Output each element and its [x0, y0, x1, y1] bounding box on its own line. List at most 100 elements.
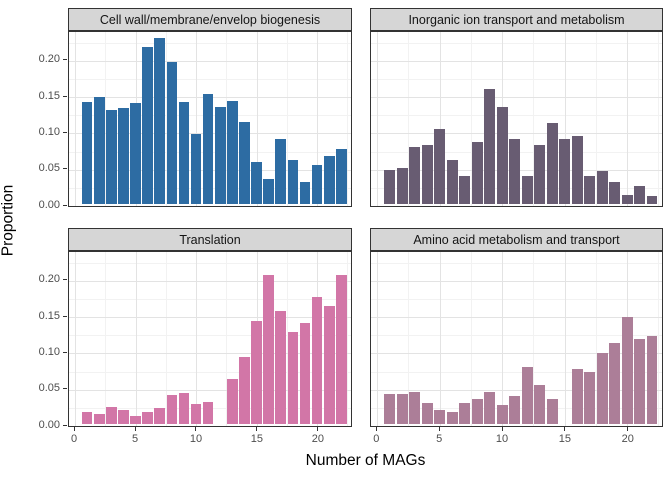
minor-gridline-x [347, 252, 349, 426]
minor-gridline-x [658, 252, 660, 426]
facet-panel-inorganic-ion [370, 31, 663, 207]
minor-gridline-x [533, 32, 535, 206]
bar-x5 [130, 416, 141, 424]
bar-x12 [214, 107, 226, 204]
bar-x3 [409, 392, 421, 424]
minor-gridline-y [69, 78, 351, 80]
x-axis-title: Number of MAGs [305, 452, 426, 469]
major-gridline-x [135, 252, 137, 426]
major-gridline-x [439, 32, 441, 206]
major-gridline-y [69, 353, 351, 355]
bar-x5 [130, 103, 141, 204]
x-tick-label: 15 [558, 433, 572, 445]
minor-gridline-x [165, 32, 167, 206]
bar-x13 [227, 379, 238, 424]
x-tick-label: 5 [131, 433, 139, 445]
bar-x8 [471, 142, 483, 204]
bar-x3 [106, 110, 117, 204]
y-tick-mark [63, 204, 67, 206]
bar-x2 [93, 413, 105, 424]
bar-x9 [484, 392, 496, 424]
x-tick-mark [375, 427, 377, 431]
bar-x20 [311, 164, 323, 204]
major-gridline-x [377, 252, 379, 426]
major-gridline-y [371, 97, 662, 99]
bar-x1 [384, 393, 396, 424]
minor-gridline-y [371, 115, 662, 117]
major-gridline-y [371, 206, 662, 207]
major-gridline-x [196, 32, 198, 206]
minor-gridline-x [470, 252, 472, 426]
bar-x14 [546, 399, 558, 424]
minor-gridline-y [371, 262, 662, 264]
bar-x21 [634, 339, 645, 424]
bar-x22 [335, 148, 347, 204]
y-tick-mark [63, 131, 67, 133]
minor-gridline-y [69, 262, 351, 264]
bar-x3 [106, 407, 117, 424]
bar-x22 [646, 336, 658, 424]
major-gridline-x [627, 32, 629, 206]
x-tick-mark [564, 427, 566, 431]
bar-x12 [521, 367, 533, 424]
minor-gridline-x [408, 252, 410, 426]
x-tick-label: 20 [311, 433, 324, 445]
minor-gridline-y [371, 335, 662, 337]
bar-x19 [609, 182, 621, 204]
bar-x4 [118, 108, 129, 204]
minor-gridline-x [105, 32, 107, 206]
major-gridline-y [371, 389, 662, 391]
bar-x19 [299, 182, 311, 204]
bar-x5 [434, 410, 446, 424]
bar-x4 [421, 145, 433, 204]
major-gridline-y [69, 317, 351, 319]
minor-gridline-y [69, 42, 351, 44]
major-gridline-x [75, 32, 77, 206]
major-gridline-x [502, 252, 504, 426]
bar-x17 [584, 372, 596, 424]
bar-x2 [93, 97, 105, 204]
x-tick-mark [195, 427, 197, 431]
y-tick-mark [63, 95, 67, 97]
bar-x11 [509, 396, 521, 424]
x-tick-label: 10 [495, 433, 509, 445]
bar-x10 [496, 405, 508, 424]
bar-x7 [154, 37, 166, 204]
bar-x4 [118, 410, 129, 424]
bar-x6 [446, 411, 458, 424]
bar-x21 [323, 156, 335, 204]
bar-x9 [178, 102, 190, 204]
bar-x20 [621, 195, 633, 204]
minor-gridline-x [595, 32, 597, 206]
minor-gridline-x [533, 252, 535, 426]
x-tick-mark [627, 427, 629, 431]
minor-gridline-y [69, 371, 351, 373]
minor-gridline-x [226, 252, 228, 426]
bar-x1 [384, 169, 396, 204]
y-tick-label: 0.00 [38, 418, 60, 431]
minor-gridline-y [371, 78, 662, 80]
facet-strip-translation: Translation [68, 228, 352, 251]
x-tick-label: 20 [621, 433, 634, 445]
y-tick-mark [63, 424, 67, 426]
major-gridline-y [69, 426, 351, 427]
x-tick-label: 5 [436, 433, 443, 445]
minor-gridline-y [69, 298, 351, 300]
minor-gridline-y [371, 42, 662, 44]
y-tick-label: 0.05 [38, 162, 60, 175]
bar-x6 [446, 160, 458, 204]
y-tick-mark [63, 168, 67, 170]
minor-gridline-x [658, 32, 660, 206]
x-tick-mark [317, 427, 319, 431]
bar-x18 [596, 352, 608, 424]
bar-x5 [434, 128, 446, 204]
bar-x15 [251, 320, 262, 424]
bar-x4 [421, 402, 433, 424]
x-tick-mark [73, 427, 75, 431]
minor-gridline-x [165, 252, 167, 426]
bar-x6 [142, 47, 153, 204]
x-tick-label: 15 [250, 433, 264, 445]
y-tick-mark [63, 279, 67, 281]
minor-gridline-x [408, 32, 410, 206]
bar-x8 [166, 62, 178, 204]
